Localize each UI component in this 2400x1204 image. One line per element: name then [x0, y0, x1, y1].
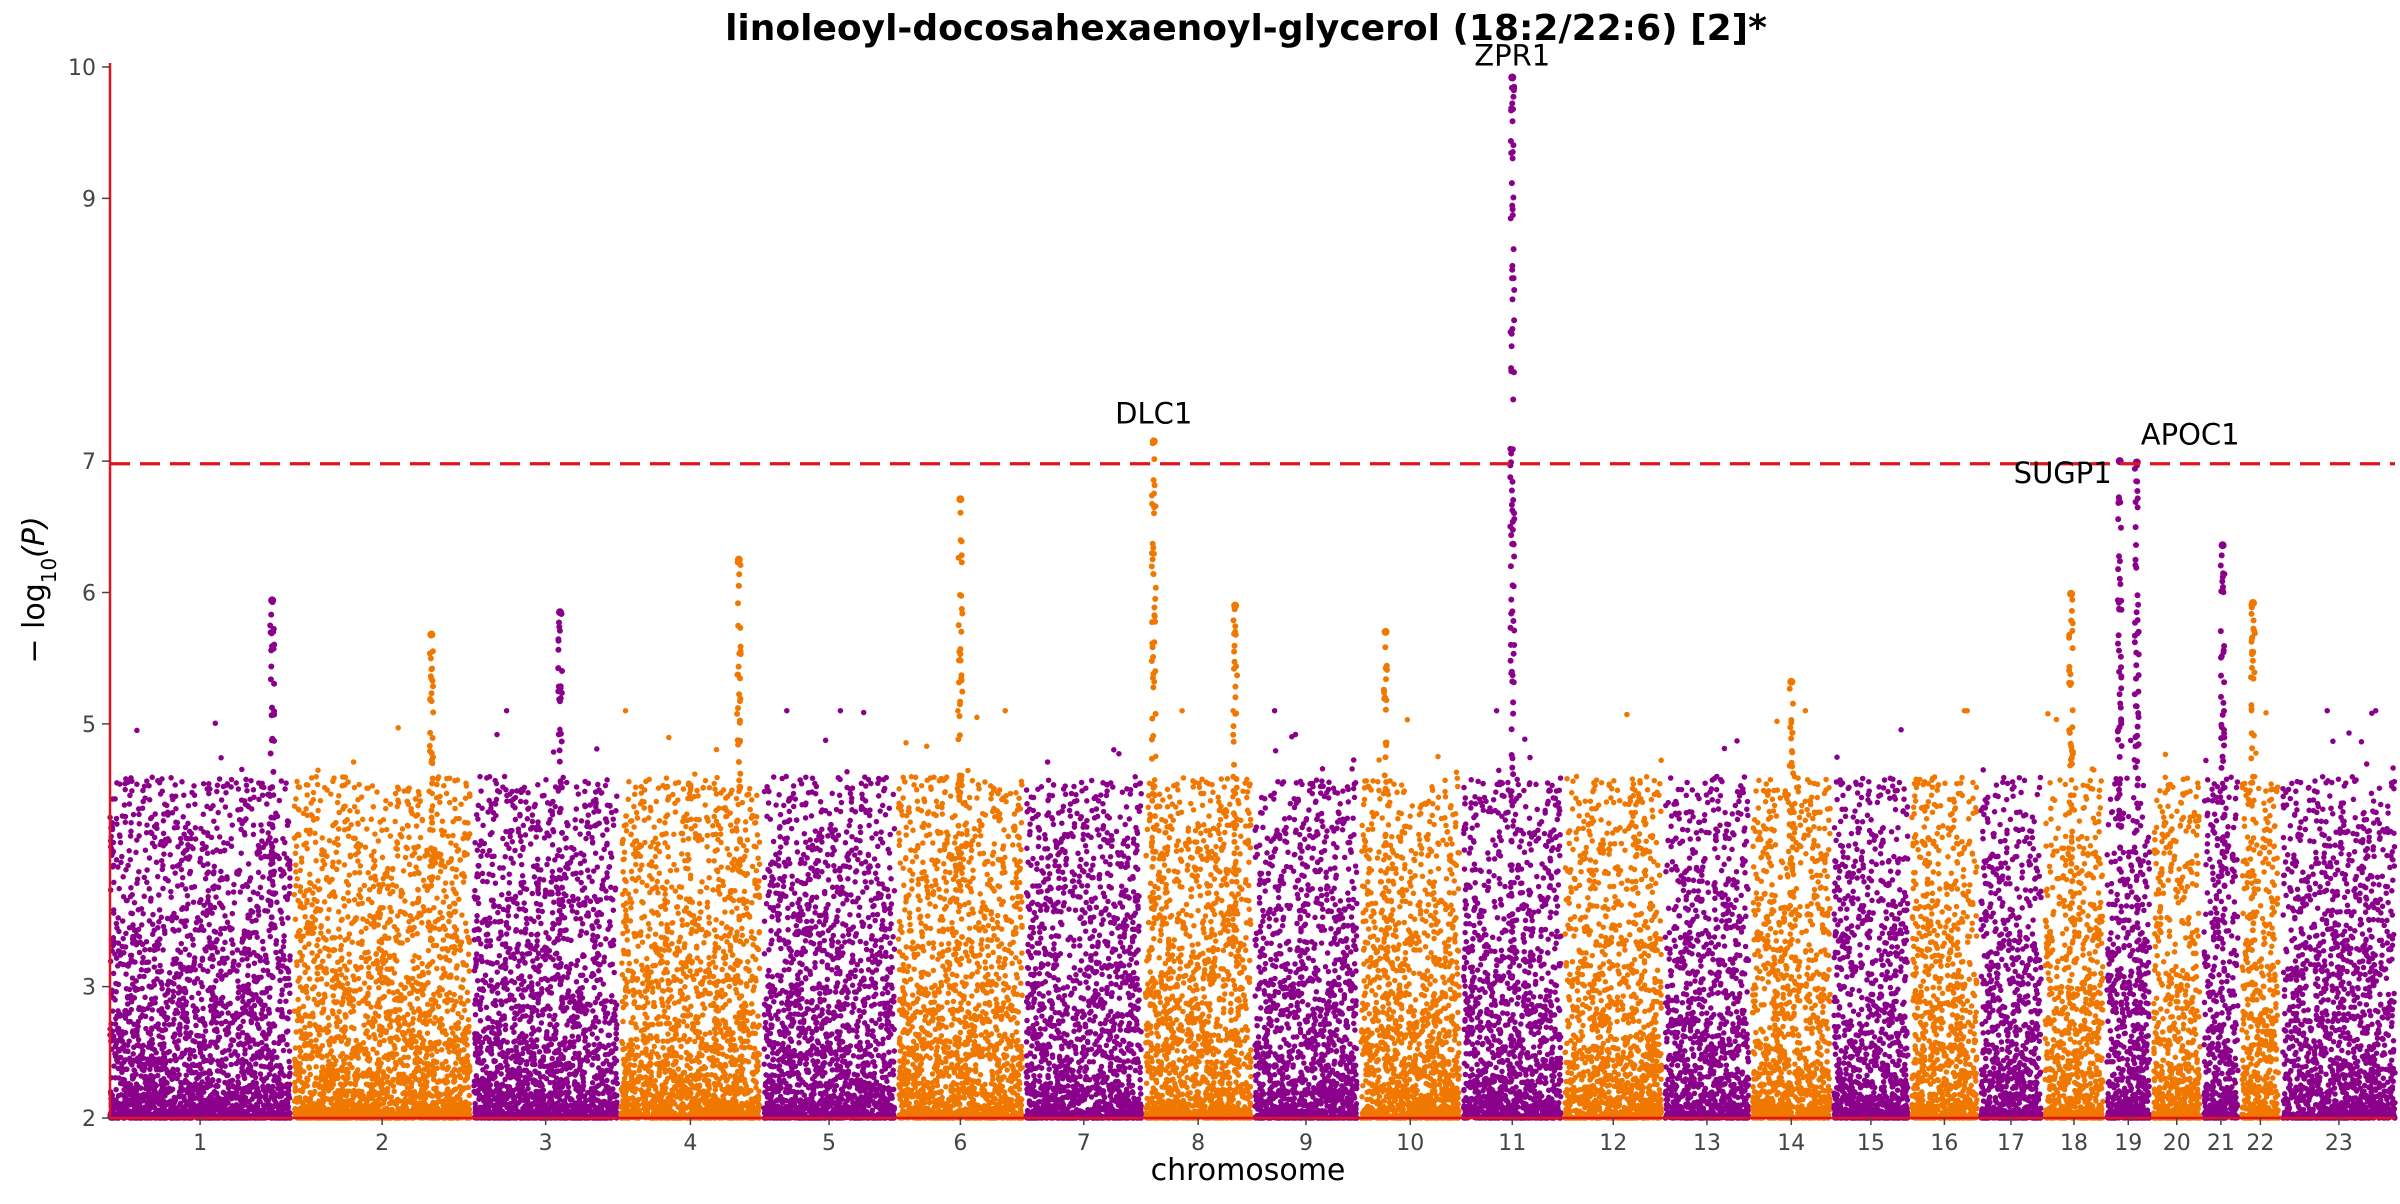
x-tick-label: 13: [1693, 1131, 1721, 1156]
peak-column: [1507, 83, 1518, 981]
peak-point: [1149, 437, 1158, 446]
x-tick-label: 15: [1857, 1131, 1885, 1156]
chrom-9-points: [1252, 707, 1360, 1121]
chrom-3-points: [471, 707, 620, 1121]
peak-column: [734, 559, 744, 986]
gene-label-apoc1: APOC1: [2141, 417, 2240, 451]
x-tick-label: 3: [539, 1131, 553, 1156]
chrom-12-points: [1562, 711, 1665, 1121]
x-tick-label: 17: [1997, 1131, 2025, 1156]
peak-column: [555, 611, 566, 988]
peak-point: [1381, 627, 1390, 636]
chrom-16-points: [1909, 707, 1980, 1121]
peak-point: [427, 630, 436, 639]
x-tick-label: 1: [193, 1131, 207, 1156]
y-tick-label: 7: [82, 450, 96, 475]
chrom-10-points: [1358, 716, 1462, 1121]
x-tick-label: 12: [1599, 1131, 1627, 1156]
chrom-18-points: [2042, 710, 2106, 1121]
x-tick-label: 22: [2246, 1131, 2274, 1156]
peak-point: [956, 495, 965, 504]
y-tick-label: 10: [68, 56, 96, 81]
peak-column: [2217, 552, 2228, 974]
peak-column: [1230, 606, 1241, 965]
x-tick-label: 14: [1777, 1131, 1805, 1156]
peak-point: [556, 608, 565, 617]
peak-point: [2218, 541, 2227, 550]
peak-column: [426, 648, 437, 968]
chrom-22-points: [2239, 707, 2282, 1121]
y-axis-label-arg: (P): [17, 516, 52, 558]
points-layer: [107, 73, 2398, 1121]
chart-title: linoleoyl-docosahexaenoyl-glycerol (18:2…: [725, 8, 1767, 49]
peak-column: [2066, 596, 2076, 952]
x-tick-label: 9: [1299, 1131, 1313, 1156]
x-axis-label: chromosome: [1151, 1153, 1346, 1188]
x-tick-label: 7: [1077, 1131, 1091, 1156]
x-tick-label: 18: [2060, 1131, 2088, 1156]
gene-label-sugp1: SUGP1: [2014, 456, 2112, 490]
y-tick-label: 9: [82, 187, 96, 212]
chrom-20-points: [2150, 751, 2203, 1121]
peak-point: [2067, 589, 2076, 598]
y-axis-label: − log10(P): [17, 516, 61, 663]
annotation-layer: ZPR1 DLC1 APOC1 SUGP1: [1115, 39, 2239, 491]
x-tick-label: 10: [1396, 1131, 1424, 1156]
x-tick-label: 2: [375, 1131, 389, 1156]
y-tick-label: 3: [82, 976, 96, 1001]
chrom-1-points: [107, 720, 293, 1121]
gene-label-dlc1: DLC1: [1115, 396, 1192, 430]
peak-point: [734, 555, 743, 564]
x-tick-label: 16: [1930, 1131, 1958, 1156]
chrom-15-points: [1831, 727, 1911, 1121]
x-tick-label: 20: [2163, 1131, 2191, 1156]
chrom-6-points: [895, 707, 1025, 1121]
x-tick-label: 11: [1498, 1131, 1526, 1156]
chrom-8-points: [1142, 707, 1254, 1121]
x-tick-label: 5: [822, 1131, 836, 1156]
peak-column: [2114, 494, 2125, 981]
y-tick-label: 5: [82, 713, 96, 738]
y-axis-label-sub: 10: [37, 558, 61, 583]
chrom-5-points: [761, 707, 898, 1121]
x-tick-label: 4: [683, 1131, 697, 1156]
peak-column: [1148, 440, 1159, 953]
chrom-2-points: [291, 725, 473, 1121]
chrom-17-points: [1978, 767, 2044, 1121]
x-tick-label: 21: [2207, 1131, 2235, 1156]
peak-point: [1231, 601, 1240, 610]
peak-point: [1787, 677, 1796, 686]
chrom-23-points: [2280, 707, 2398, 1121]
x-tick-label: 23: [2325, 1131, 2353, 1156]
chrom-7-points: [1023, 747, 1145, 1121]
peak-column: [955, 509, 966, 947]
gene-label-zpr1: ZPR1: [1474, 39, 1550, 73]
peak-column: [2248, 602, 2258, 971]
peak-point: [2249, 599, 2257, 608]
y-axis-label-base: − log: [17, 583, 52, 663]
peak-point: [268, 596, 277, 605]
y-tick-label: 2: [82, 1107, 96, 1132]
y-tick-label: 6: [82, 582, 96, 607]
x-tick-label: 6: [953, 1131, 967, 1156]
x-tick-label: 19: [2114, 1131, 2142, 1156]
peak-column: [2131, 462, 2142, 984]
peak-point: [1508, 73, 1517, 82]
chrom-19-points: [2104, 737, 2153, 1121]
chrom-21-points: [2201, 757, 2241, 1121]
peak-column: [1380, 644, 1391, 979]
x-tick-label: 8: [1191, 1131, 1205, 1156]
peak-column: [267, 599, 278, 981]
peak-column: [1786, 685, 1797, 961]
chrom-13-points: [1662, 738, 1752, 1121]
